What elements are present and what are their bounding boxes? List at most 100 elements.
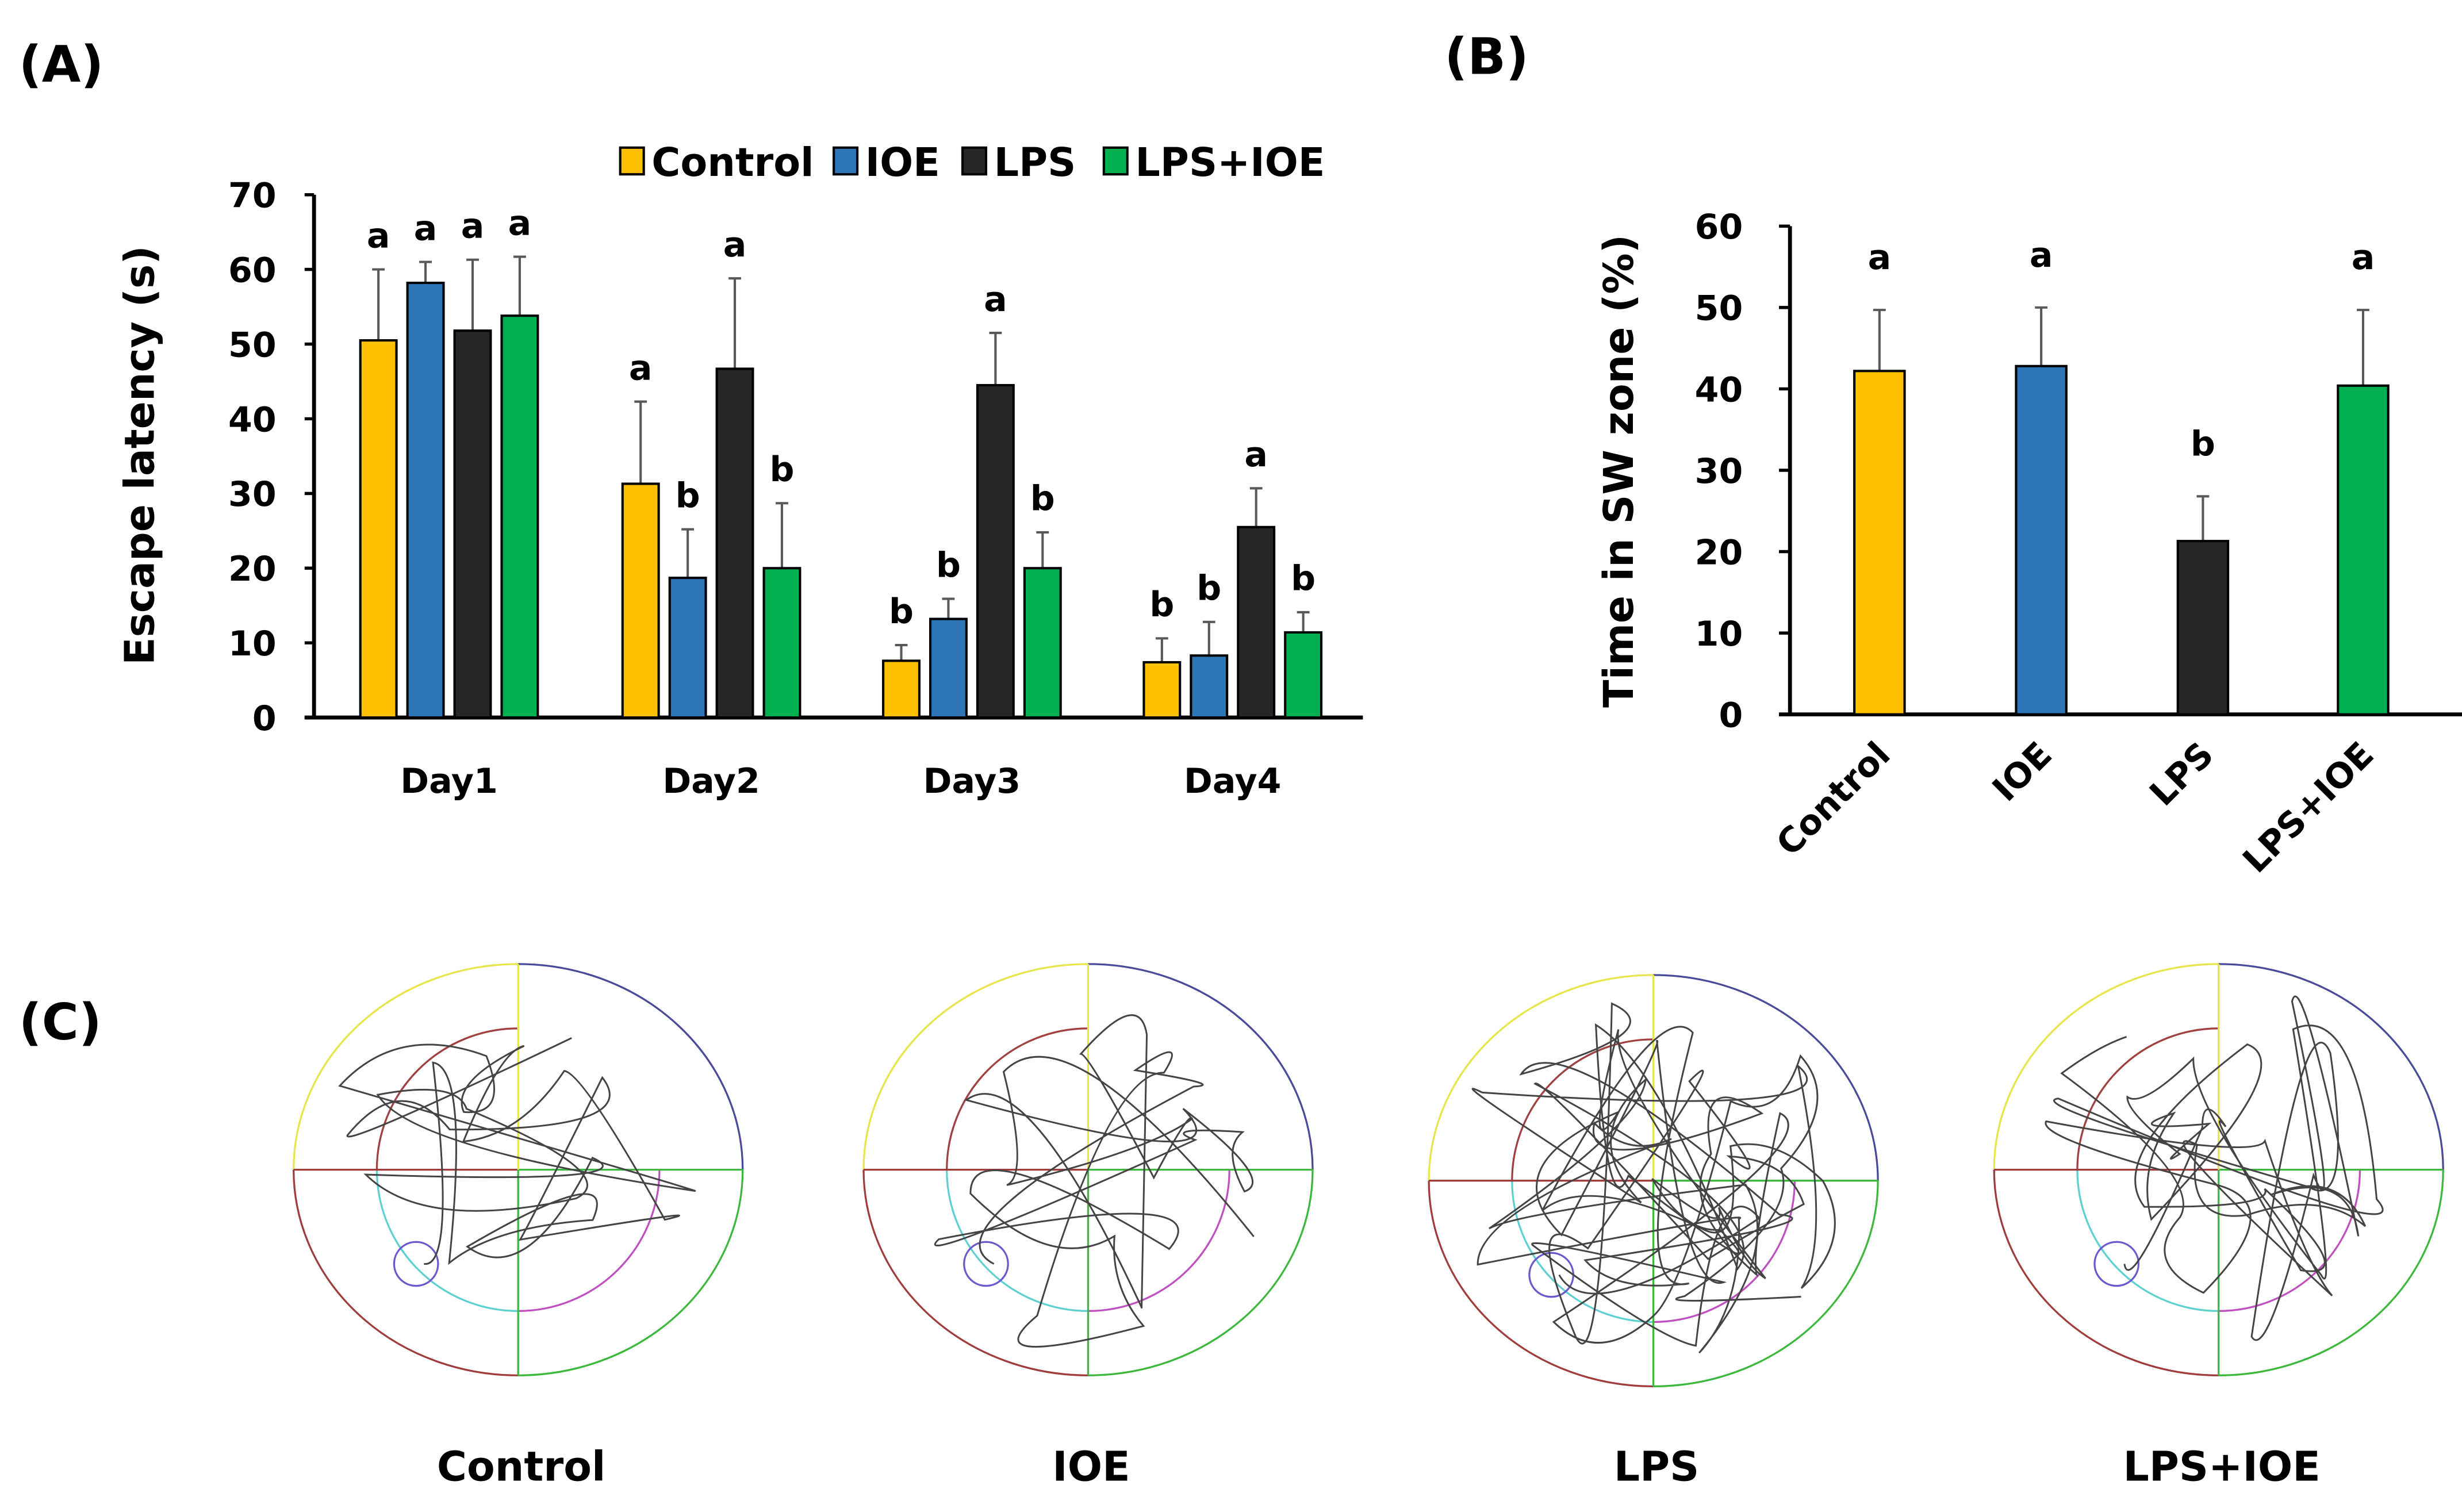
y-axis-label: Time in SW zone (%) [1595, 235, 1643, 708]
bar-lps [2176, 540, 2230, 716]
chart-escape-latency: 0 10 20 30 40 50 60 70 Escape latency (s) Day1 Day… [116, 140, 1363, 801]
significance-letter: b [769, 450, 794, 490]
y-tick-label: 10 [228, 624, 277, 664]
bar-lps-ioe [2337, 384, 2390, 716]
track-label: LPS [1614, 1442, 1699, 1490]
y-tick-label: 60 [228, 250, 277, 290]
swim-track-panels: Control IOE LPS LPS+IOE [293, 963, 2444, 1490]
significance-letter: a [508, 203, 532, 243]
bar-ioe-day3 [929, 617, 968, 719]
x-tick-label: LPS+IOE [2235, 734, 2382, 881]
legend-label: Control [651, 140, 814, 186]
platform-circle [393, 1241, 439, 1287]
track-label: LPS+IOE [2123, 1442, 2321, 1490]
pool-quadrant-arc [293, 963, 519, 1170]
significance-letter: a [414, 208, 438, 248]
pool-quadrant-arc [1088, 1169, 1314, 1376]
panel-label-b: (B) [1444, 27, 1528, 86]
track-label: IOE [1052, 1442, 1130, 1490]
pool-quadrant-arc [2218, 963, 2444, 1170]
y-tick-label: 40 [228, 400, 277, 440]
bar-lps-ioe-day4 [1284, 631, 1323, 719]
legend-label: LPS+IOE [1135, 140, 1325, 186]
significance-letter: a [2030, 235, 2053, 275]
legend-swatch [619, 146, 645, 176]
pool-quadrant-arc [2218, 1169, 2444, 1376]
y-tick-label: 50 [1695, 289, 1743, 329]
significance-letter: b [1197, 569, 1221, 609]
bar-lps-ioe-day1 [500, 314, 539, 719]
platform-circle [2093, 1241, 2140, 1287]
bar-lps-day4 [1237, 525, 1276, 719]
x-tick-label: Control [1769, 734, 1898, 864]
y-tick-label: 30 [1695, 451, 1743, 492]
bar-ioe-day2 [668, 577, 707, 719]
swim-track-ioe [862, 963, 1314, 1376]
significance-letter: b [889, 592, 914, 632]
pool-quadrant-arc [1653, 974, 1879, 1181]
pool-quadrant-arc [1511, 1038, 1654, 1181]
x-tick-label: Day4 [1184, 761, 1281, 801]
x-tick-label: LPS [2142, 734, 2222, 813]
swim-track-control [293, 963, 744, 1376]
significance-letter: a [367, 216, 390, 256]
significance-letter: a [984, 279, 1007, 320]
pool-quadrant-arc [1653, 1180, 1879, 1388]
y-tick-label: 40 [1695, 370, 1743, 410]
panel-label-c: (C) [19, 993, 102, 1052]
pool-quadrant-arc [375, 1027, 519, 1170]
significance-letter: a [2352, 237, 2375, 278]
chart-time-in-sw-zone: 0 10 20 30 40 50 60 Time in SW zone (%) a Control… [1595, 207, 2462, 881]
legend-label: IOE [865, 140, 940, 186]
pool-quadrant-arc [2076, 1027, 2219, 1170]
swim-path [2045, 995, 2384, 1341]
legend-label: LPS [994, 140, 1076, 186]
pool-quadrant-arc [518, 1169, 661, 1313]
swim-path [1471, 1002, 1836, 1354]
bar-control-day1 [359, 339, 398, 719]
bar-control [1853, 370, 1906, 716]
bar-ioe-day1 [406, 281, 445, 719]
x-tick-label: Day2 [662, 761, 760, 801]
y-tick-label: 70 [228, 176, 277, 216]
bar-lps-ioe-day2 [762, 567, 802, 719]
legend-swatch [961, 146, 988, 176]
pool-quadrant-arc [293, 1169, 519, 1376]
y-tick-label: 0 [1719, 695, 1743, 735]
y-tick-label: 20 [228, 549, 277, 589]
bar-lps-day1 [453, 329, 492, 719]
pool-quadrant-arc [862, 1169, 1088, 1376]
significance-letter: a [629, 348, 653, 388]
pool-quadrant-arc [946, 1169, 1088, 1313]
panel-label-a: (A) [19, 35, 104, 94]
pool-quadrant-arc [1088, 963, 1314, 1170]
pool-quadrant-arc [518, 1169, 744, 1376]
pool-quadrant-arc [1653, 1180, 1796, 1323]
bar-control-day2 [621, 482, 660, 719]
significance-letter: b [2191, 424, 2215, 464]
bar-ioe-day4 [1190, 654, 1229, 719]
y-axis-label: Escape latency (s) [116, 245, 164, 665]
pool-quadrant-arc [1993, 1169, 2219, 1376]
bar-lps-day2 [715, 367, 754, 719]
x-tick-label: IOE [1985, 734, 2060, 809]
pool-quadrant-arc [375, 1169, 519, 1313]
pool-quadrant-arc [518, 963, 744, 1170]
bar-control-day4 [1142, 661, 1182, 719]
bar-lps-day3 [976, 383, 1015, 719]
significance-letter: a [461, 206, 485, 247]
significance-letter: b [936, 545, 961, 585]
pool-quadrant-arc [946, 1027, 1088, 1170]
significance-letter: a [1244, 435, 1268, 475]
y-tick-label: 20 [1695, 532, 1743, 573]
significance-letter: b [676, 475, 700, 516]
track-label: Control [437, 1442, 606, 1490]
x-tick-label: Day3 [923, 761, 1021, 801]
significance-letter: b [1291, 559, 1316, 599]
pool-quadrant-arc [862, 963, 1088, 1170]
pool-quadrant-arc [1428, 974, 1654, 1181]
swim-path [338, 1037, 696, 1265]
legend-swatch [1102, 146, 1129, 176]
y-tick-label: 0 [252, 699, 277, 739]
